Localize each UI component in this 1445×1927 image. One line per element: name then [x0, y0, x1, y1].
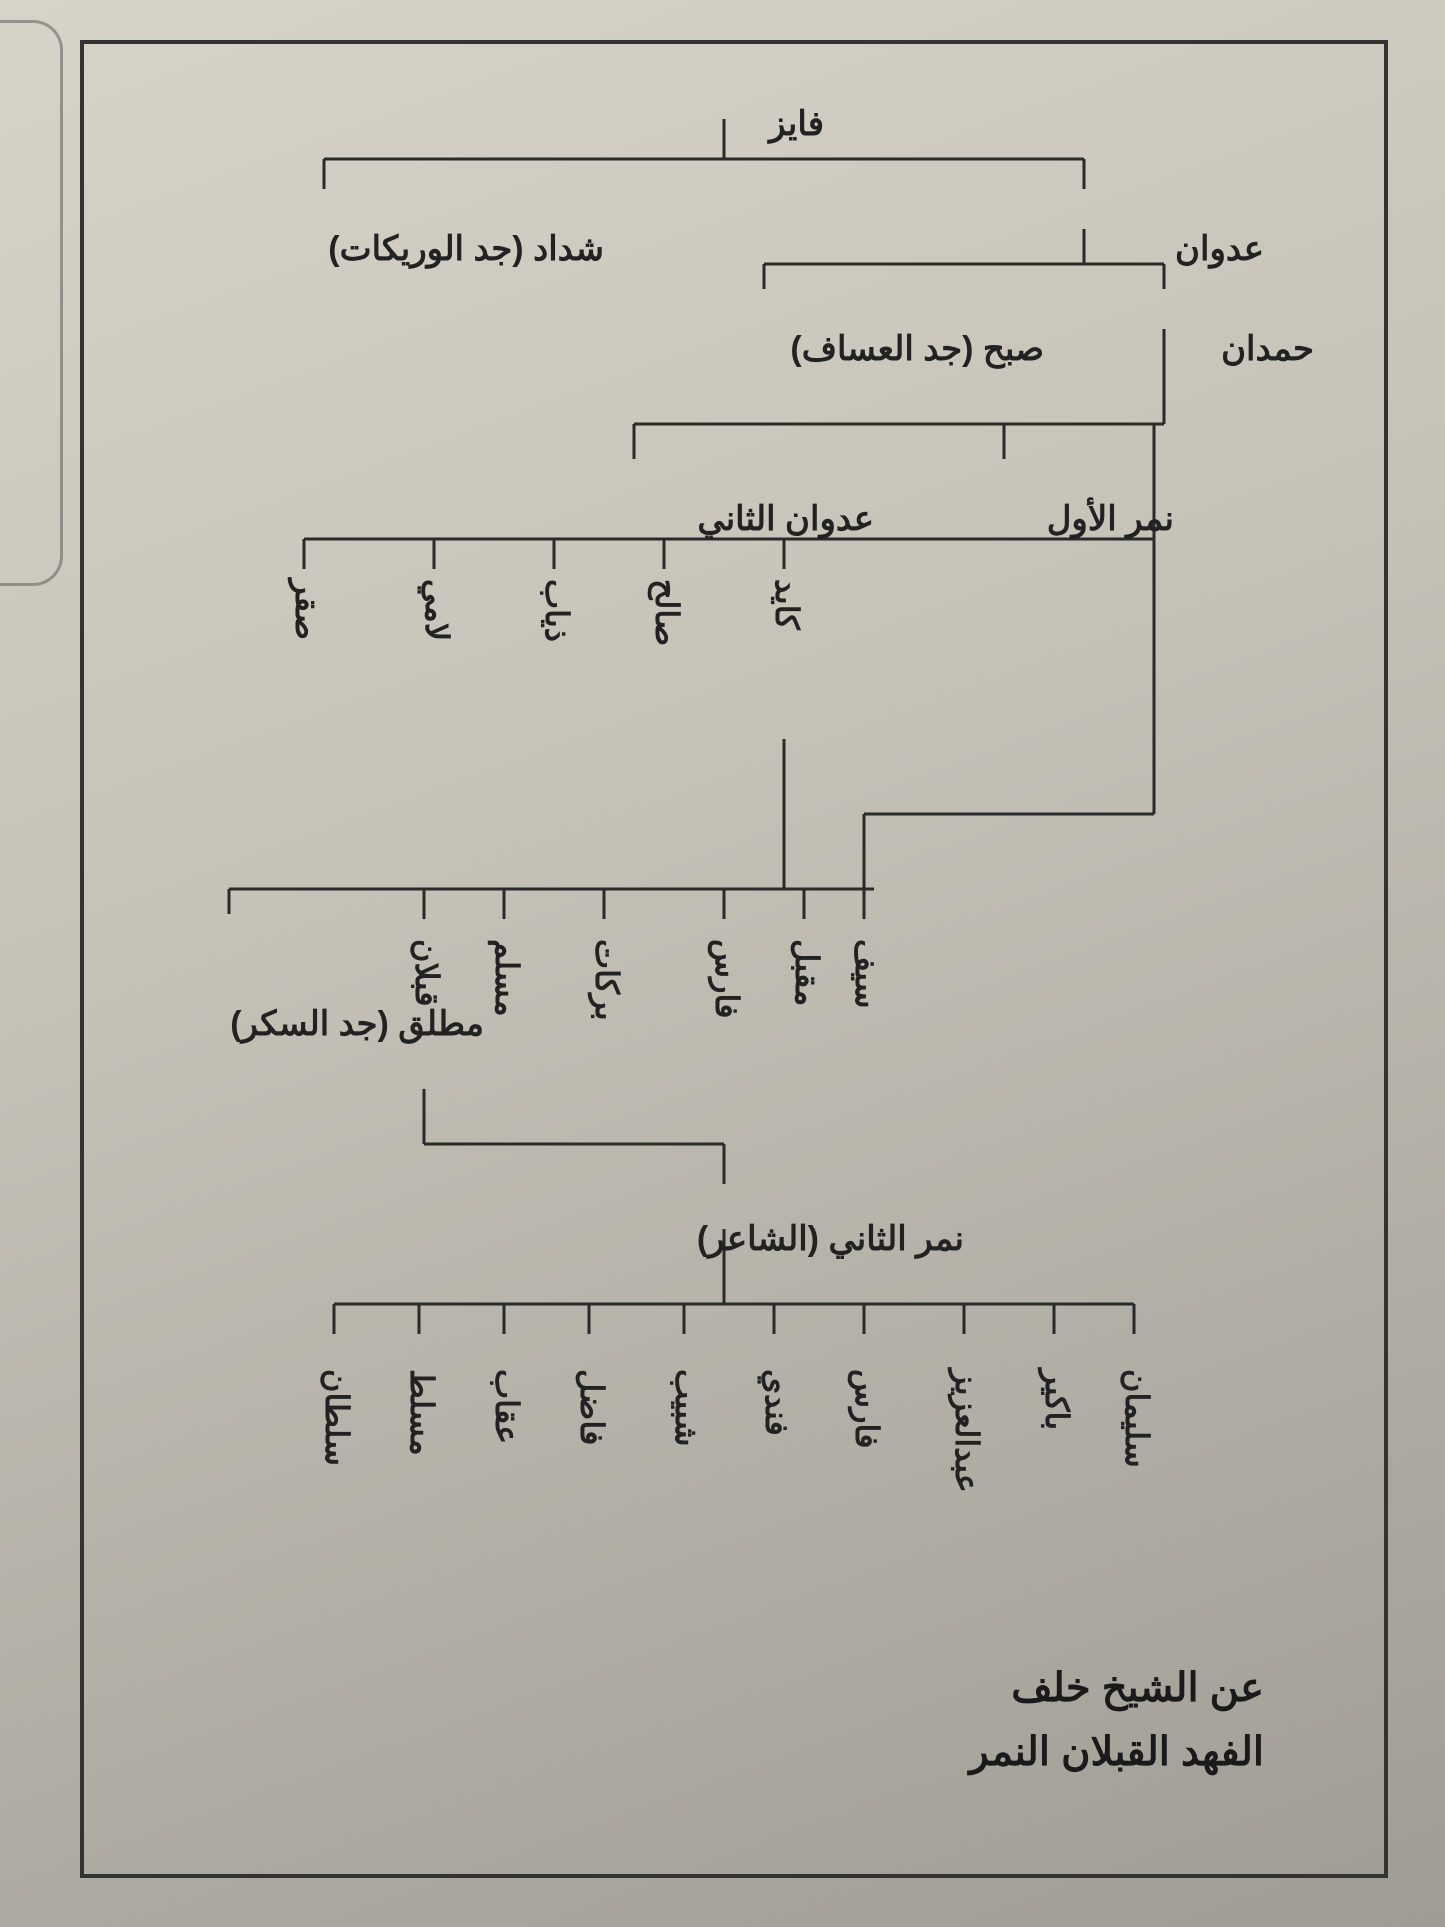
facing-page-edge [0, 20, 63, 586]
credit-line1: عن الشيخ خلف [969, 1656, 1264, 1720]
node-g6-4: فندي [758, 1369, 796, 1436]
node-g5-5: قبلان [408, 939, 446, 1007]
node-g6-parent: نمر الثاني (الشاعر) [697, 1219, 964, 1259]
node-g2-left: صبح (جد العساف) [790, 329, 1044, 369]
node-g4-4: صقر [288, 579, 326, 640]
diagram-frame: فايز عدوان شداد (جد الوريكات) حمدان صبح … [80, 40, 1388, 1878]
node-g4-2: ذياب [538, 579, 576, 642]
node-g6-9: سلطان [318, 1369, 356, 1466]
node-g5-mutlaq: مطلق (جد السكر) [230, 1004, 484, 1044]
node-g3-right: نمر الأول [1047, 499, 1174, 539]
node-g1-left: شداد (جد الوريكات) [328, 229, 604, 269]
node-g6-5: شبيب [668, 1369, 706, 1447]
node-g5-1: مقبل [788, 939, 826, 1006]
node-g5-4: مسلم [488, 939, 526, 1017]
node-g3-left: عدوان الثاني [697, 499, 874, 539]
node-g6-2: عبدالعزيز [948, 1369, 986, 1493]
source-credit: عن الشيخ خلف الفهد القبلان النمر [969, 1656, 1264, 1784]
node-g1-right: عدوان [1175, 229, 1264, 269]
node-g2-right: حمدان [1221, 329, 1314, 369]
node-g4-3: لامي [418, 579, 456, 641]
node-g5-3: بركات [588, 939, 626, 1021]
node-g6-0: سليمان [1118, 1369, 1156, 1468]
node-g6-7: عقاب [488, 1369, 526, 1444]
credit-line2: الفهد القبلان النمر [969, 1720, 1264, 1784]
node-g6-6: فاضل [573, 1369, 611, 1445]
node-g6-3: فارس [848, 1369, 886, 1449]
node-g5-0: سيف [848, 939, 886, 1009]
node-g6-1: باكير [1038, 1369, 1076, 1430]
node-g4-1: صالح [648, 579, 686, 646]
page: فايز عدوان شداد (جد الوريكات) حمدان صبح … [0, 0, 1445, 1927]
node-g6-8: مسلط [403, 1369, 441, 1456]
node-g5-2: فارس [708, 939, 746, 1019]
node-g4-0: كايد [768, 579, 806, 630]
node-root: فايز [769, 104, 824, 144]
